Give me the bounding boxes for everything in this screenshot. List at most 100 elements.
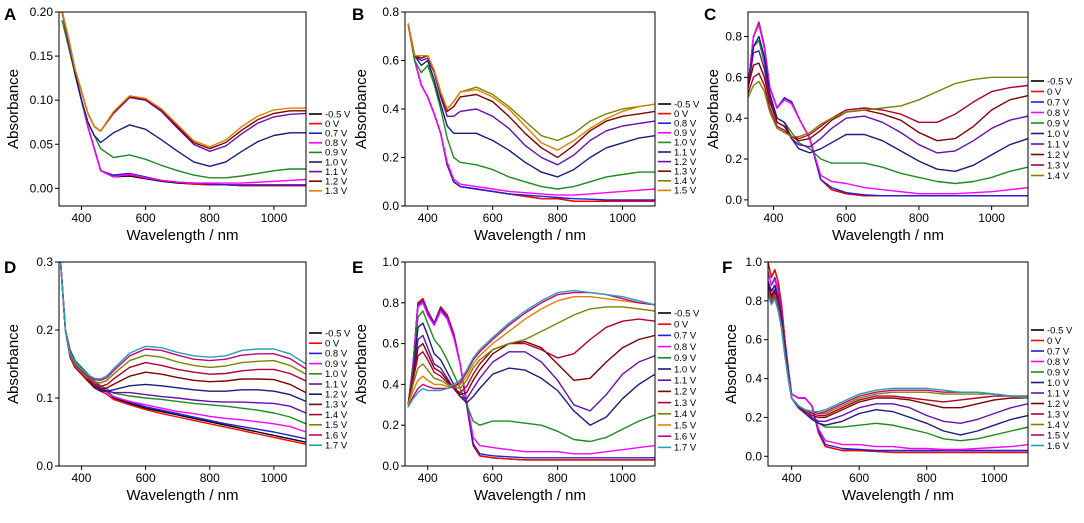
y-tick-label: 0.4 bbox=[382, 102, 399, 116]
panel-e: 400 600 800 1000 0.0 0.2 0.4 0.6 0.8 1.0 Wavelengt… bbox=[352, 255, 700, 504]
legend-label: 1.4 V bbox=[325, 410, 348, 421]
panel-letter: C bbox=[704, 5, 716, 24]
legend-label: 1.1 V bbox=[674, 376, 697, 387]
legend-label: 1.0 V bbox=[1047, 129, 1070, 140]
legend-label: 0.7 V bbox=[325, 129, 348, 140]
y-tick-label: 1.0 bbox=[745, 255, 762, 269]
legend-label: 1.0 V bbox=[325, 369, 348, 380]
series-line-4 bbox=[61, 20, 306, 179]
panel-b: 400 600 800 1000 0.0 0.2 0.4 0.6 0.8 Wavelength /… bbox=[352, 5, 700, 244]
x-tick-label: 800 bbox=[909, 211, 929, 225]
legend-label: 0 V bbox=[1047, 87, 1062, 98]
x-tick-label: 600 bbox=[136, 471, 156, 485]
x-tick-label: 600 bbox=[849, 471, 869, 485]
series-line-0 bbox=[768, 262, 1028, 454]
series-line-9 bbox=[748, 76, 1028, 138]
legend-label: 1.4 V bbox=[1047, 420, 1070, 431]
legend-label: 1.1 V bbox=[1047, 388, 1070, 399]
series-line-3 bbox=[768, 271, 1028, 451]
series-line-8 bbox=[407, 318, 655, 406]
x-axis-title: Wavelength / nm bbox=[127, 227, 239, 244]
legend-label: 1.6 V bbox=[325, 430, 348, 441]
series-line-2 bbox=[768, 271, 1028, 452]
series-line-7 bbox=[59, 262, 306, 394]
series-line-5 bbox=[61, 12, 306, 167]
legend-label: 1.7 V bbox=[325, 441, 348, 452]
series-line-6 bbox=[407, 334, 655, 412]
legend-label: 1.4 V bbox=[1047, 171, 1070, 182]
legend-label: 0.9 V bbox=[325, 148, 348, 159]
series-line-7 bbox=[748, 62, 1028, 142]
legend-label: 1.2 V bbox=[674, 157, 697, 168]
series-line-9 bbox=[768, 290, 1028, 415]
series-line-3 bbox=[59, 262, 306, 433]
y-tick-label: 0.8 bbox=[382, 5, 399, 19]
legend: -0.5 V0 V0.7 V0.8 V0.9 V1.0 V1.1 V1.2 V1… bbox=[1031, 325, 1073, 452]
panel-f: 400 600 800 1000 0.0 0.2 0.4 0.6 0.8 1.0 Wavelengt… bbox=[722, 255, 1073, 504]
legend-label: 1.5 V bbox=[674, 186, 697, 197]
y-tick-label: 0.00 bbox=[30, 181, 54, 195]
legend-label: 0.9 V bbox=[325, 359, 348, 370]
x-tick-label: 400 bbox=[782, 471, 802, 485]
legend-label: 1.0 V bbox=[674, 364, 697, 375]
plot-frame bbox=[58, 261, 307, 467]
series-line-4 bbox=[407, 310, 655, 443]
series-group bbox=[768, 262, 1028, 454]
x-tick-label: 1000 bbox=[981, 471, 1008, 485]
y-tick-label: 0.4 bbox=[725, 111, 742, 125]
plot-frame bbox=[404, 261, 656, 467]
legend-label: 1.6 V bbox=[674, 432, 697, 443]
y-tick-label: 0.2 bbox=[382, 418, 399, 432]
x-tick-label: 400 bbox=[418, 211, 438, 225]
legend-label: 0.9 V bbox=[1047, 118, 1070, 129]
legend-label: 0.7 V bbox=[1047, 346, 1070, 357]
series-line-5 bbox=[407, 23, 655, 178]
legend-label: 1.6 V bbox=[1047, 441, 1070, 452]
panel-letter: F bbox=[722, 258, 732, 277]
legend-label: 1.3 V bbox=[674, 167, 697, 178]
x-tick-label: 600 bbox=[836, 211, 856, 225]
legend-label: 0 V bbox=[674, 320, 689, 331]
series-line-8 bbox=[407, 23, 655, 142]
x-tick-label: 1000 bbox=[261, 471, 288, 485]
legend-label: 1.1 V bbox=[1047, 139, 1070, 150]
y-axis-title: Absorbance bbox=[353, 69, 370, 149]
y-tick-label: 0.8 bbox=[745, 294, 762, 308]
y-tick-label: 0.2 bbox=[382, 151, 399, 165]
legend-label: -0.5 V bbox=[674, 308, 700, 319]
legend-label: -0.5 V bbox=[325, 109, 351, 120]
series-line-6 bbox=[768, 284, 1028, 424]
x-tick-label: 400 bbox=[418, 471, 438, 485]
x-tick-label: 600 bbox=[483, 471, 503, 485]
panel-c: 400 600 800 1000 0.0 0.2 0.4 0.6 0.8 Wavelength /… bbox=[704, 5, 1073, 244]
x-tick-label: 800 bbox=[200, 211, 220, 225]
y-tick-label: 0.8 bbox=[725, 30, 742, 44]
x-tick-label: 800 bbox=[548, 211, 568, 225]
series-line-6 bbox=[407, 23, 655, 166]
legend-label: 1.2 V bbox=[325, 390, 348, 401]
y-tick-label: 0.6 bbox=[745, 333, 762, 347]
x-tick-label: 1000 bbox=[609, 211, 636, 225]
series-line-5 bbox=[768, 280, 1028, 436]
series-line-7 bbox=[407, 334, 655, 406]
series-line-2 bbox=[407, 300, 655, 459]
legend-label: 1.2 V bbox=[1047, 399, 1070, 410]
legend-label: 1.3 V bbox=[325, 400, 348, 411]
x-tick-label: 400 bbox=[71, 471, 91, 485]
x-tick-label: 1000 bbox=[978, 211, 1005, 225]
panel-letter: D bbox=[4, 258, 16, 277]
series-line-6 bbox=[748, 50, 1028, 154]
y-tick-label: 0.0 bbox=[36, 459, 53, 473]
legend-label: 0.8 V bbox=[1047, 108, 1070, 119]
series-line-7 bbox=[61, 12, 306, 150]
legend-label: 1.4 V bbox=[674, 176, 697, 187]
y-tick-label: 0.2 bbox=[36, 323, 53, 337]
legend: -0.5 V0 V0.8 V0.9 V1.0 V1.1 V1.2 V1.3 V1… bbox=[309, 328, 351, 452]
x-tick-label: 1000 bbox=[609, 471, 636, 485]
y-tick-label: 0.2 bbox=[725, 152, 742, 166]
series-line-8 bbox=[61, 12, 306, 148]
panel-letter: E bbox=[352, 258, 363, 277]
y-tick-label: 0.6 bbox=[382, 54, 399, 68]
y-tick-label: 0.20 bbox=[30, 5, 54, 19]
